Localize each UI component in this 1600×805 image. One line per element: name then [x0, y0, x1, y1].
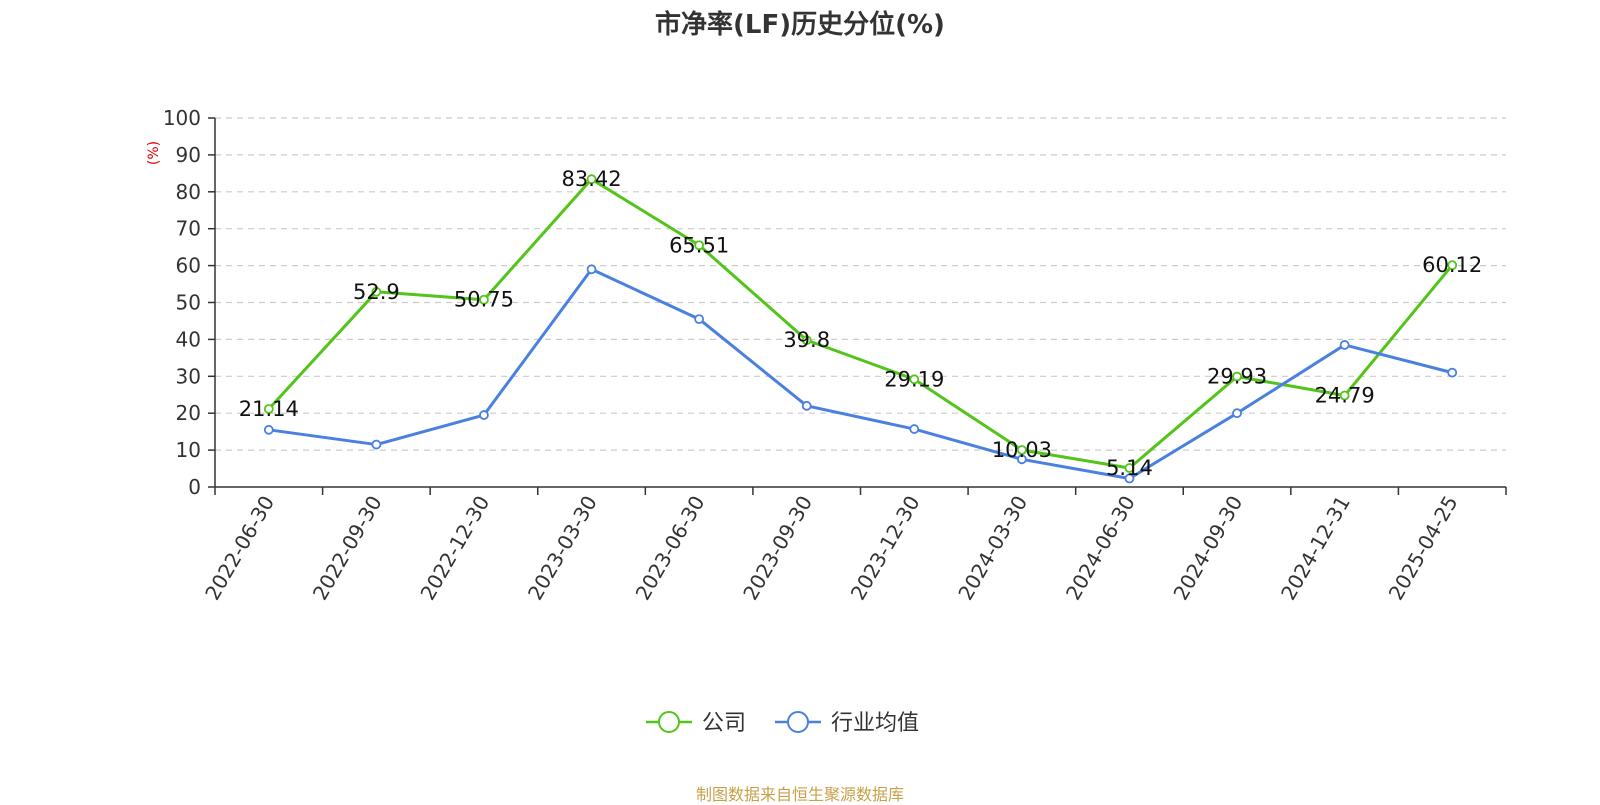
data-point[interactable] [371, 286, 382, 297]
legend-marker [658, 711, 680, 733]
data-point[interactable] [1124, 473, 1135, 484]
data-point[interactable] [1232, 408, 1242, 419]
series-line-1 [268, 267, 1453, 481]
x-tick-label: 2024-03-30 [953, 492, 1032, 605]
data-point[interactable] [479, 294, 489, 305]
data-point[interactable] [371, 439, 382, 450]
data-label: 21.14 [239, 397, 299, 421]
data-point[interactable] [1124, 463, 1135, 473]
data-point[interactable] [1447, 367, 1458, 378]
y-tick-label: 0 [188, 475, 201, 499]
data-point[interactable] [586, 264, 597, 275]
data-point[interactable] [909, 424, 920, 434]
data-label: 24.79 [1315, 384, 1375, 408]
y-tick-label: 30 [176, 364, 201, 388]
data-label: 39.8 [783, 328, 830, 352]
gridlines [215, 117, 1506, 451]
x-tick-label: 2022-09-30 [308, 492, 387, 605]
data-point[interactable] [1016, 445, 1027, 455]
y-tick-label: 50 [176, 291, 201, 315]
data-label: 50.75 [454, 288, 514, 312]
y-tick-label: 100 [163, 106, 201, 130]
y-tick-label: 40 [176, 327, 201, 351]
y-tick-label: 20 [176, 401, 201, 425]
x-axis: 2022-06-30 2022-09-30 2022-12-30 2023-03-30… [200, 486, 1507, 605]
legend-label: 行业均值 [831, 711, 919, 736]
legend-item-1[interactable]: 行业均值 [775, 711, 919, 736]
y-axis-label: (%) [146, 141, 162, 165]
x-tick-label: 2025-04-25 [1384, 492, 1463, 605]
x-tick-label: 2023-09-30 [738, 492, 817, 605]
y-tick-label: 70 [176, 217, 201, 241]
x-tick-label: 2023-06-30 [631, 492, 710, 605]
data-label: 29.19 [884, 367, 944, 391]
legend[interactable]: 公司 行业均值 [646, 711, 919, 736]
x-tick-label: 2023-12-30 [846, 492, 925, 605]
legend-marker [787, 711, 809, 733]
y-tick-label: 60 [176, 254, 201, 278]
data-point[interactable] [1016, 454, 1027, 465]
data-point[interactable] [1447, 260, 1458, 271]
data-point[interactable] [694, 314, 705, 325]
x-tick-label: 2024-06-30 [1061, 492, 1140, 605]
data-point[interactable] [1339, 340, 1350, 350]
y-axis: 0 10 20 30 40 50 60 70 80 90 100(%) [146, 106, 216, 499]
x-tick-label: 2022-06-30 [200, 492, 279, 605]
y-tick-label: 80 [176, 180, 201, 204]
y-tick-label: 10 [176, 438, 201, 462]
data-label: 52.9 [353, 280, 400, 304]
x-tick-label: 2024-12-31 [1276, 492, 1355, 605]
data-point[interactable] [909, 374, 920, 385]
legend-label: 公司 [702, 711, 746, 736]
x-tick-label: 2022-12-30 [415, 492, 494, 605]
data-point[interactable] [586, 174, 597, 185]
data-point[interactable] [694, 240, 705, 251]
data-point[interactable] [1339, 390, 1350, 401]
data-point[interactable] [1232, 371, 1242, 382]
data-point[interactable] [263, 404, 274, 414]
data-label: 65.51 [669, 233, 729, 257]
y-tick-label: 90 [176, 143, 201, 167]
series-line-0 [267, 177, 1454, 470]
x-tick-label: 2023-03-30 [523, 492, 602, 605]
x-tick-label: 2024-09-30 [1168, 492, 1247, 605]
source-note: 制图数据来自恒生聚源数据库 [695, 785, 904, 804]
data-point[interactable] [801, 335, 812, 346]
data-label: 60.12 [1422, 253, 1482, 277]
data-label: 83.42 [561, 167, 621, 191]
data-label: 10.03 [992, 438, 1052, 462]
series-group [263, 174, 1458, 484]
data-labels: 21.14 52.9 50.75 83.42 65.51 39.8 29.19 10.03 5.… [239, 167, 1483, 480]
legend-item-0[interactable]: 公司 [646, 711, 746, 736]
chart-title: 市净率(LF)历史分位(%) [655, 10, 945, 40]
data-point[interactable] [263, 424, 274, 435]
data-label: 29.93 [1207, 365, 1267, 389]
data-label: 5.14 [1106, 456, 1153, 480]
data-point[interactable] [801, 400, 812, 411]
data-point[interactable] [479, 410, 489, 420]
